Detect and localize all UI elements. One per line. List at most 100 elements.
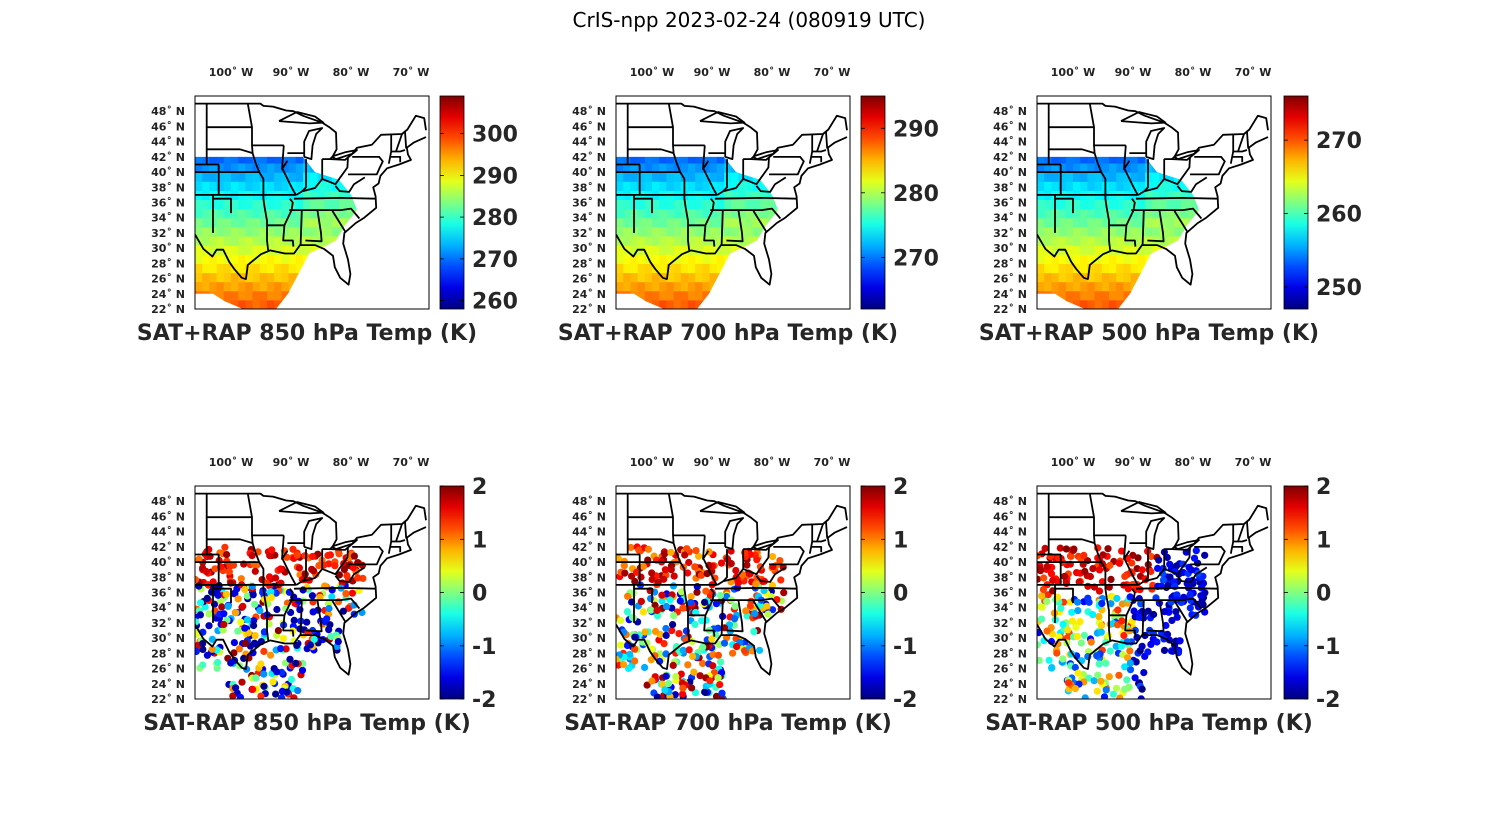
scatter-point <box>325 626 333 634</box>
field-cell <box>666 299 675 309</box>
field-cell <box>695 281 703 292</box>
field-cell <box>630 263 639 274</box>
scatter-point <box>699 643 707 651</box>
scatter-point <box>1163 553 1171 562</box>
lon-tick-label: 90˚ W <box>694 456 731 469</box>
field-cell <box>702 272 711 283</box>
scatter-point <box>625 664 633 673</box>
scatter-point <box>714 674 722 682</box>
field-cell <box>274 162 282 173</box>
field-cell <box>288 226 297 237</box>
field-cell <box>216 236 225 246</box>
field-cell <box>238 290 246 301</box>
lat-tick-label: 22˚ N <box>151 303 185 316</box>
field-cell <box>1065 162 1074 173</box>
state-border <box>207 148 253 154</box>
field-cell <box>1044 272 1052 283</box>
state-border <box>1135 587 1218 590</box>
colorbar-tick-label: 290 <box>893 117 939 142</box>
lat-tick-label: 28˚ N <box>572 647 606 660</box>
scatter-point <box>731 602 739 610</box>
scatter-point <box>298 666 307 674</box>
scatter-point <box>679 690 687 698</box>
great-lake-outline <box>329 539 358 551</box>
great-lake-outline <box>699 111 746 125</box>
field-cell <box>637 172 646 182</box>
scatter-point <box>1124 585 1132 593</box>
field-cell <box>1116 272 1124 283</box>
scatter-point <box>621 569 629 577</box>
field-cell <box>738 217 747 228</box>
lat-tick-label: 34˚ N <box>572 602 606 615</box>
scatter-point <box>1124 654 1132 662</box>
scatter-point <box>1098 578 1107 586</box>
great-lake-outline <box>329 149 358 161</box>
field-cell <box>616 181 624 191</box>
field-cell <box>195 162 203 173</box>
colorbar-tick-label: 2 <box>893 475 908 500</box>
scatter-point <box>199 645 207 654</box>
field-cell <box>1109 181 1117 191</box>
field-cell <box>673 272 682 283</box>
field-cell <box>281 208 290 219</box>
state-border <box>726 209 744 243</box>
state-border <box>1144 178 1165 192</box>
field-cell <box>202 226 210 237</box>
canada-border <box>616 492 848 550</box>
field-cell <box>630 245 639 255</box>
field-cell <box>245 281 254 292</box>
state-border <box>213 197 232 214</box>
coastline <box>245 136 427 286</box>
field-cell <box>616 254 624 264</box>
field-cell <box>1044 254 1052 264</box>
field-cell <box>1188 190 1196 200</box>
lon-tick-label: 80˚ W <box>1175 456 1212 469</box>
map-content <box>1037 492 1269 699</box>
field-cell <box>1123 199 1132 210</box>
field-cell <box>688 162 696 173</box>
field-cell <box>623 217 631 228</box>
lat-tick-label: 32˚ N <box>572 227 606 240</box>
lat-tick-label: 38˚ N <box>151 571 185 584</box>
scatter-point <box>267 594 275 602</box>
scatter-point <box>662 602 671 611</box>
field-cell <box>637 236 646 246</box>
scatter-point <box>331 562 339 570</box>
field-cell <box>695 181 703 191</box>
field-cell <box>317 181 326 191</box>
field-cell <box>252 290 261 301</box>
scatter-point <box>1064 626 1072 634</box>
field-cell <box>295 226 304 237</box>
field-cell <box>259 281 268 292</box>
map-frame <box>615 485 851 700</box>
field-cell <box>267 299 275 309</box>
field-cell <box>223 245 232 255</box>
field-cell <box>1188 199 1196 210</box>
lon-tick-label: 80˚ W <box>754 456 791 469</box>
field-cell <box>637 281 646 292</box>
field-cell <box>637 254 646 264</box>
field-cell <box>274 217 282 228</box>
state-border <box>281 145 289 170</box>
field-cell <box>752 190 761 200</box>
field-cell <box>274 245 282 255</box>
field-cell <box>1166 181 1175 191</box>
field-cell <box>709 272 718 283</box>
field-cell <box>695 272 703 283</box>
field-cell <box>1058 272 1067 283</box>
field-cell <box>1087 245 1096 255</box>
state-border <box>1237 133 1245 152</box>
field-cell <box>1037 263 1045 274</box>
field-cell <box>195 281 203 292</box>
scatter-point <box>647 606 655 614</box>
scatter-point <box>1176 637 1184 645</box>
field-cell <box>1181 181 1189 191</box>
field-cell <box>1173 226 1182 237</box>
lon-tick-label: 70˚ W <box>393 456 430 469</box>
scatter-point <box>1048 630 1057 638</box>
field-cell <box>252 181 261 191</box>
field-cell <box>695 156 703 164</box>
field-cell <box>680 263 689 274</box>
field-cell <box>238 172 246 182</box>
field-cell <box>267 236 275 246</box>
